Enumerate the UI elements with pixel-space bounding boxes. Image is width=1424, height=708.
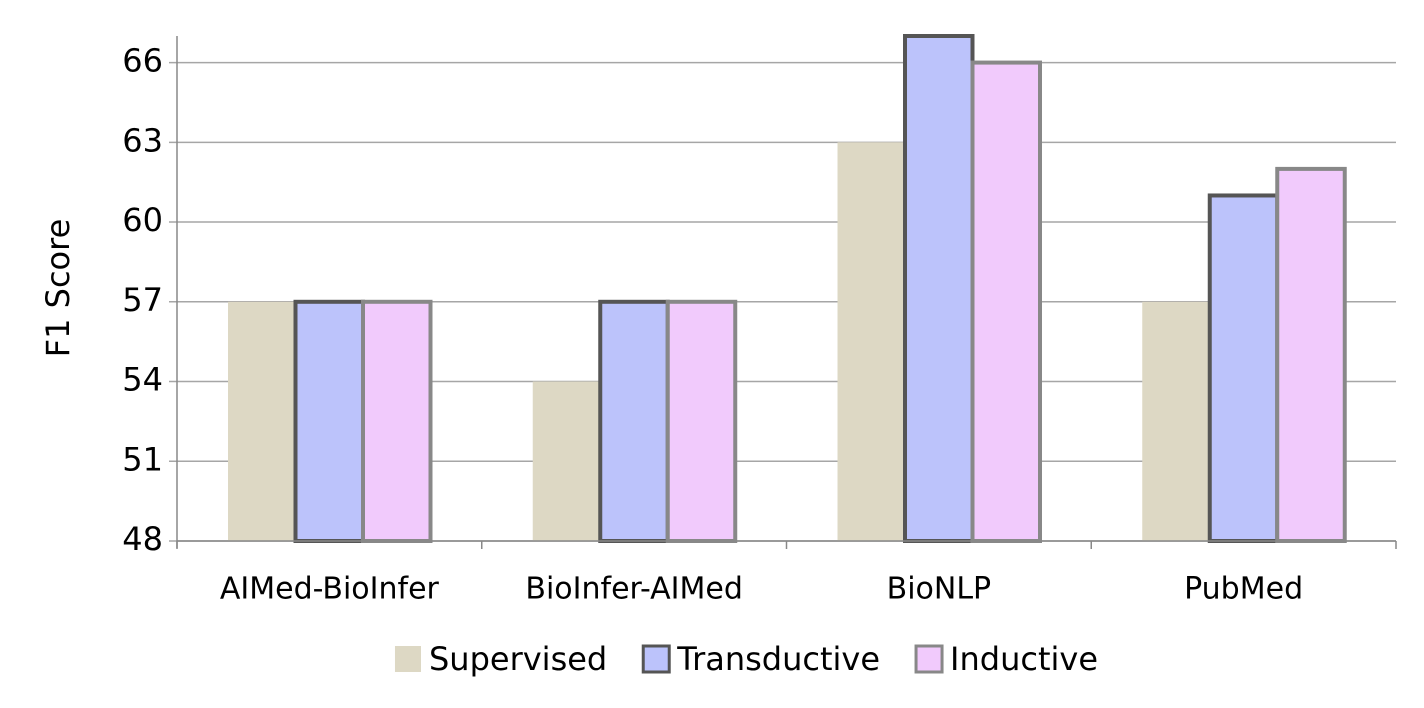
bar xyxy=(665,299,738,543)
bar xyxy=(228,301,296,541)
bar xyxy=(532,381,601,541)
y-tick-label: 54 xyxy=(122,361,163,399)
y-tick-label: 48 xyxy=(122,520,163,558)
y-tick-label: 57 xyxy=(122,281,163,319)
y-tick-label: 60 xyxy=(122,201,163,239)
x-tick-label: BioNLP xyxy=(887,572,992,607)
bar xyxy=(1275,166,1347,543)
bar xyxy=(598,299,670,543)
bar xyxy=(903,34,975,543)
legend-label: Transductive xyxy=(676,640,880,678)
bar xyxy=(1142,301,1210,541)
y-tick-label: 63 xyxy=(122,121,163,159)
bar xyxy=(361,299,433,543)
legend-label: Supervised xyxy=(429,640,607,678)
y-tick-label: 51 xyxy=(122,440,163,478)
legend-swatch xyxy=(641,644,671,674)
bar xyxy=(837,142,905,541)
bar xyxy=(970,60,1042,543)
x-tick-label: PubMed xyxy=(1184,572,1303,607)
legend-swatch xyxy=(914,644,944,674)
legend-label: Inductive xyxy=(950,640,1098,678)
y-tick-label: 66 xyxy=(122,42,163,80)
x-tick-label: AIMed-BioInfer xyxy=(220,572,440,607)
y-axis-label: F1 Score xyxy=(39,219,77,358)
x-tick-label: BioInfer-AIMed xyxy=(525,572,743,607)
bar xyxy=(293,299,365,543)
bar xyxy=(1207,193,1280,543)
legend-swatch xyxy=(394,646,421,672)
